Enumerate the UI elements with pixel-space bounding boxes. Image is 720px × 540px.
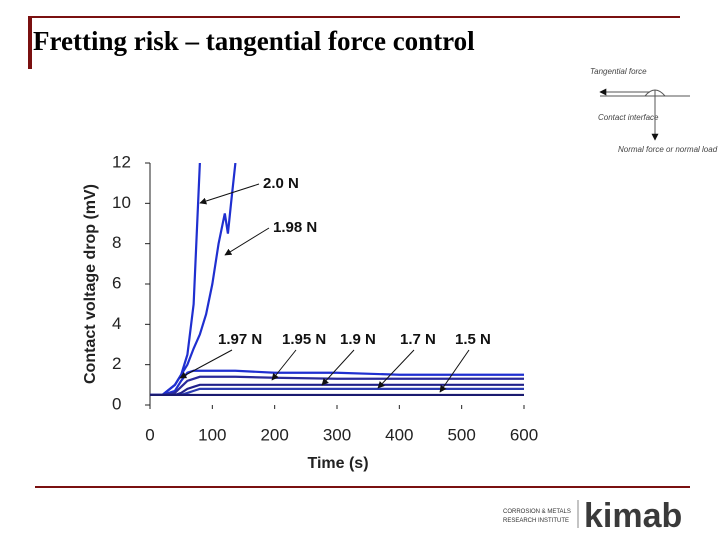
x-axis-label: Time (s)	[307, 455, 368, 472]
diagram-label: Normal force or normal load	[618, 145, 718, 154]
annotation-arrow	[224, 227, 270, 256]
x-tick-label: 100	[198, 425, 226, 444]
annotation-arrow	[321, 349, 355, 386]
data-line	[150, 163, 237, 397]
plot-area	[150, 163, 524, 397]
data-line	[150, 369, 524, 397]
series-label: 2.0 N	[263, 175, 299, 192]
y-tick-label: 6	[112, 273, 121, 292]
data-line	[150, 163, 201, 397]
series-label: 1.98 N	[273, 219, 317, 236]
y-tick-label: 2	[112, 354, 121, 373]
y-axis-label: Contact voltage drop (mV)	[82, 184, 99, 384]
x-tick-label: 600	[510, 425, 538, 444]
series-label: 1.95 N	[282, 331, 326, 348]
annotation-arrow	[377, 349, 415, 389]
logo-text: RESEARCH INSTITUTE	[503, 518, 569, 524]
contact-diagram: Tangential force Contact interface Norma…	[590, 67, 718, 154]
logo-brand: kimab	[584, 497, 682, 535]
diagram-label: Contact interface	[598, 113, 659, 122]
series-label: 1.7 N	[400, 331, 436, 348]
annotation-arrow	[439, 349, 470, 393]
x-tick-label: 0	[145, 425, 154, 444]
annotation-arrow	[179, 349, 233, 379]
series-label: 1.5 N	[455, 331, 491, 348]
x-tick-label: 400	[385, 425, 413, 444]
annotation-arrow	[271, 349, 297, 381]
series-label: 1.9 N	[340, 331, 376, 348]
annotation-arrow	[199, 183, 260, 205]
data-line	[150, 375, 524, 397]
x-tick-label: 500	[447, 425, 475, 444]
title-bar	[28, 17, 32, 69]
y-tick-label: 0	[112, 394, 121, 413]
diagram-label: Tangential force	[590, 67, 647, 76]
y-tick-label: 10	[112, 193, 131, 212]
logo-text: CORROSION & METALS	[503, 509, 571, 515]
y-tick-label: 8	[112, 233, 121, 252]
data-line	[150, 383, 524, 397]
y-tick-label: 12	[112, 152, 131, 171]
slide-title: Fretting risk – tangential force control	[33, 26, 475, 56]
x-tick-label: 300	[323, 425, 351, 444]
series-label: 1.97 N	[218, 331, 262, 348]
x-tick-label: 200	[260, 425, 288, 444]
logo: CORROSION & METALS RESEARCH INSTITUTE ki…	[503, 497, 682, 535]
y-tick-label: 4	[112, 314, 121, 333]
